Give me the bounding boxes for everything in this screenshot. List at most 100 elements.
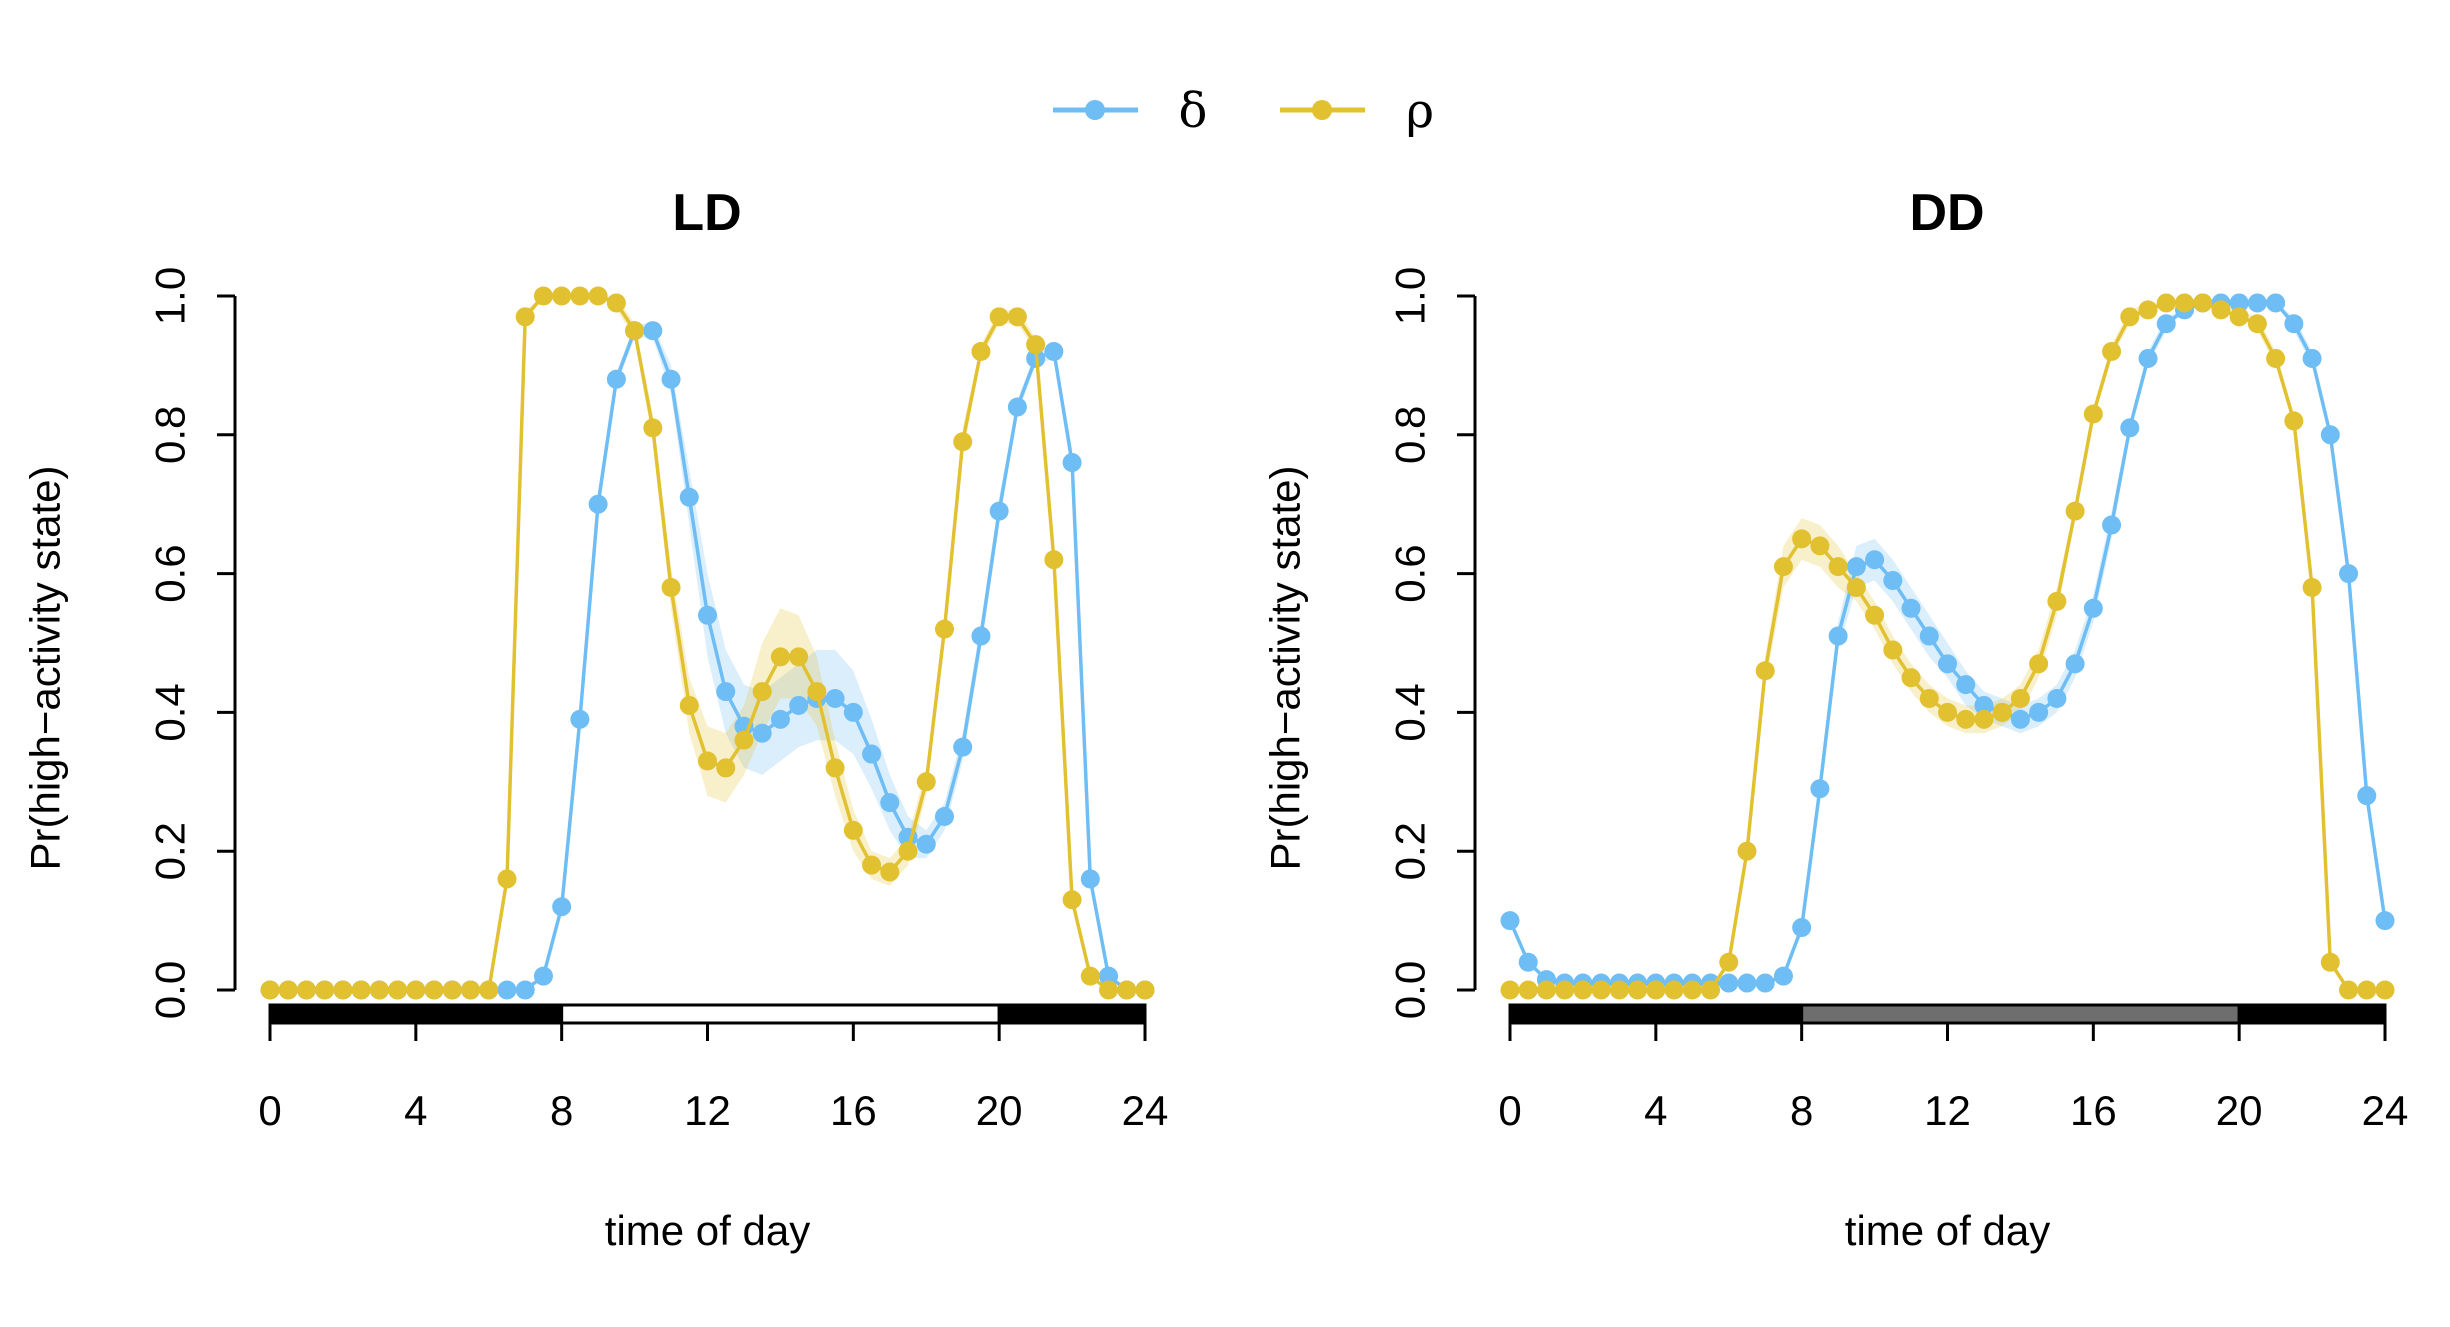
data-point-delta xyxy=(2320,425,2340,445)
data-point-delta xyxy=(2266,293,2286,313)
light-bar-segment xyxy=(997,1003,1147,1025)
data-point-delta xyxy=(2375,911,2395,931)
data-point-rho xyxy=(1974,709,1994,729)
data-point-rho xyxy=(2065,501,2085,521)
data-point-rho xyxy=(442,980,462,1000)
data-point-delta xyxy=(843,702,863,722)
y-tick-label: 0.6 xyxy=(147,544,194,602)
data-point-rho xyxy=(1883,640,1903,660)
data-point-rho xyxy=(807,682,827,702)
data-point-rho xyxy=(1719,952,1739,972)
data-point-delta xyxy=(606,369,626,389)
y-axis-label: Pr(high−activity state) xyxy=(22,466,69,871)
data-point-rho xyxy=(825,758,845,778)
data-point-rho xyxy=(1828,557,1848,577)
x-tick-label: 12 xyxy=(684,1087,731,1134)
data-point-rho xyxy=(2193,293,2213,313)
data-point-rho xyxy=(1737,841,1757,861)
x-tick-label: 20 xyxy=(2216,1087,2263,1134)
y-tick-label: 0.8 xyxy=(147,406,194,464)
data-point-rho xyxy=(2138,300,2158,320)
data-point-rho xyxy=(1682,980,1702,1000)
data-point-delta xyxy=(661,369,681,389)
y-tick-label: 0.2 xyxy=(1387,822,1434,880)
data-point-delta xyxy=(1099,966,1119,986)
legend-label-rho: ρ xyxy=(1406,83,1434,139)
light-bar-segment xyxy=(1508,1003,1804,1025)
x-tick-label: 0 xyxy=(258,1087,281,1134)
series-lines xyxy=(260,286,1155,1000)
data-point-delta xyxy=(2229,293,2249,313)
data-point-rho xyxy=(1792,529,1812,549)
data-point-delta xyxy=(2357,786,2377,806)
y-tick-label: 0.2 xyxy=(147,822,194,880)
data-point-rho xyxy=(1865,605,1885,625)
data-point-delta xyxy=(1007,397,1027,417)
ci-bands xyxy=(270,296,1145,990)
data-point-rho xyxy=(1664,980,1684,1000)
data-point-rho xyxy=(1062,890,1082,910)
legend-marker-rho xyxy=(1312,100,1332,120)
data-point-rho xyxy=(424,980,444,1000)
data-point-rho xyxy=(1919,689,1939,709)
data-point-delta xyxy=(497,980,517,1000)
data-point-rho xyxy=(296,980,316,1000)
data-point-rho xyxy=(1628,980,1648,1000)
x-tick-label: 4 xyxy=(404,1087,427,1134)
data-point-rho xyxy=(789,647,809,667)
legend-label-delta: δ xyxy=(1179,83,1208,139)
data-point-rho xyxy=(278,980,298,1000)
data-point-delta xyxy=(679,487,699,507)
data-point-rho xyxy=(1956,709,1976,729)
ci-band-delta xyxy=(270,323,1145,990)
data-point-delta xyxy=(1773,966,1793,986)
data-point-rho xyxy=(1555,980,1575,1000)
data-point-rho xyxy=(734,730,754,750)
x-tick-label: 16 xyxy=(2070,1087,2117,1134)
data-point-rho xyxy=(2047,591,2067,611)
data-point-rho xyxy=(570,286,590,306)
x-tick-label: 24 xyxy=(1122,1087,1169,1134)
data-point-delta xyxy=(770,709,790,729)
data-point-rho xyxy=(2320,952,2340,972)
data-point-rho xyxy=(770,647,790,667)
x-tick-label: 4 xyxy=(1644,1087,1667,1134)
data-point-delta xyxy=(1518,952,1538,972)
data-point-delta xyxy=(989,501,1009,521)
data-point-delta xyxy=(515,980,535,1000)
y-tick-label: 0.0 xyxy=(147,961,194,1019)
panel-dd: DD 0.0 0.2 0.4 0.6 0.8 1.0 Pr(high−activity sta… xyxy=(1262,184,2409,1254)
x-axis-label: time of day xyxy=(605,1207,810,1254)
x-tick-label: 20 xyxy=(976,1087,1023,1134)
data-point-rho xyxy=(971,342,991,362)
data-point-delta xyxy=(588,494,608,514)
data-point-delta xyxy=(1883,571,1903,591)
data-point-delta xyxy=(1828,626,1848,646)
data-point-delta xyxy=(1901,598,1921,618)
data-point-rho xyxy=(1500,980,1520,1000)
data-point-delta xyxy=(1974,695,1994,715)
data-point-rho xyxy=(661,577,681,597)
data-point-delta xyxy=(1865,550,1885,570)
data-point-delta xyxy=(1755,973,1775,993)
data-point-delta xyxy=(2302,348,2322,368)
data-point-rho xyxy=(989,307,1009,327)
data-point-rho xyxy=(698,751,717,771)
data-point-rho xyxy=(315,980,335,1000)
y-axis-label: Pr(high−activity state) xyxy=(1262,466,1309,871)
data-point-rho xyxy=(934,619,954,639)
data-point-rho xyxy=(1773,557,1793,577)
x-tick-label: 8 xyxy=(550,1087,573,1134)
data-point-delta xyxy=(2102,515,2122,535)
x-tick-label: 16 xyxy=(830,1087,877,1134)
data-point-delta xyxy=(971,626,991,646)
y-tick-label: 1.0 xyxy=(147,267,194,325)
data-point-rho xyxy=(388,980,408,1000)
light-bar-segment xyxy=(268,1003,564,1025)
data-point-delta xyxy=(953,737,973,757)
data-point-rho xyxy=(2266,348,2286,368)
data-point-delta xyxy=(698,605,717,625)
y-tick-label: 0.4 xyxy=(1387,683,1434,741)
x-axis-label: time of day xyxy=(1845,1207,2050,1254)
